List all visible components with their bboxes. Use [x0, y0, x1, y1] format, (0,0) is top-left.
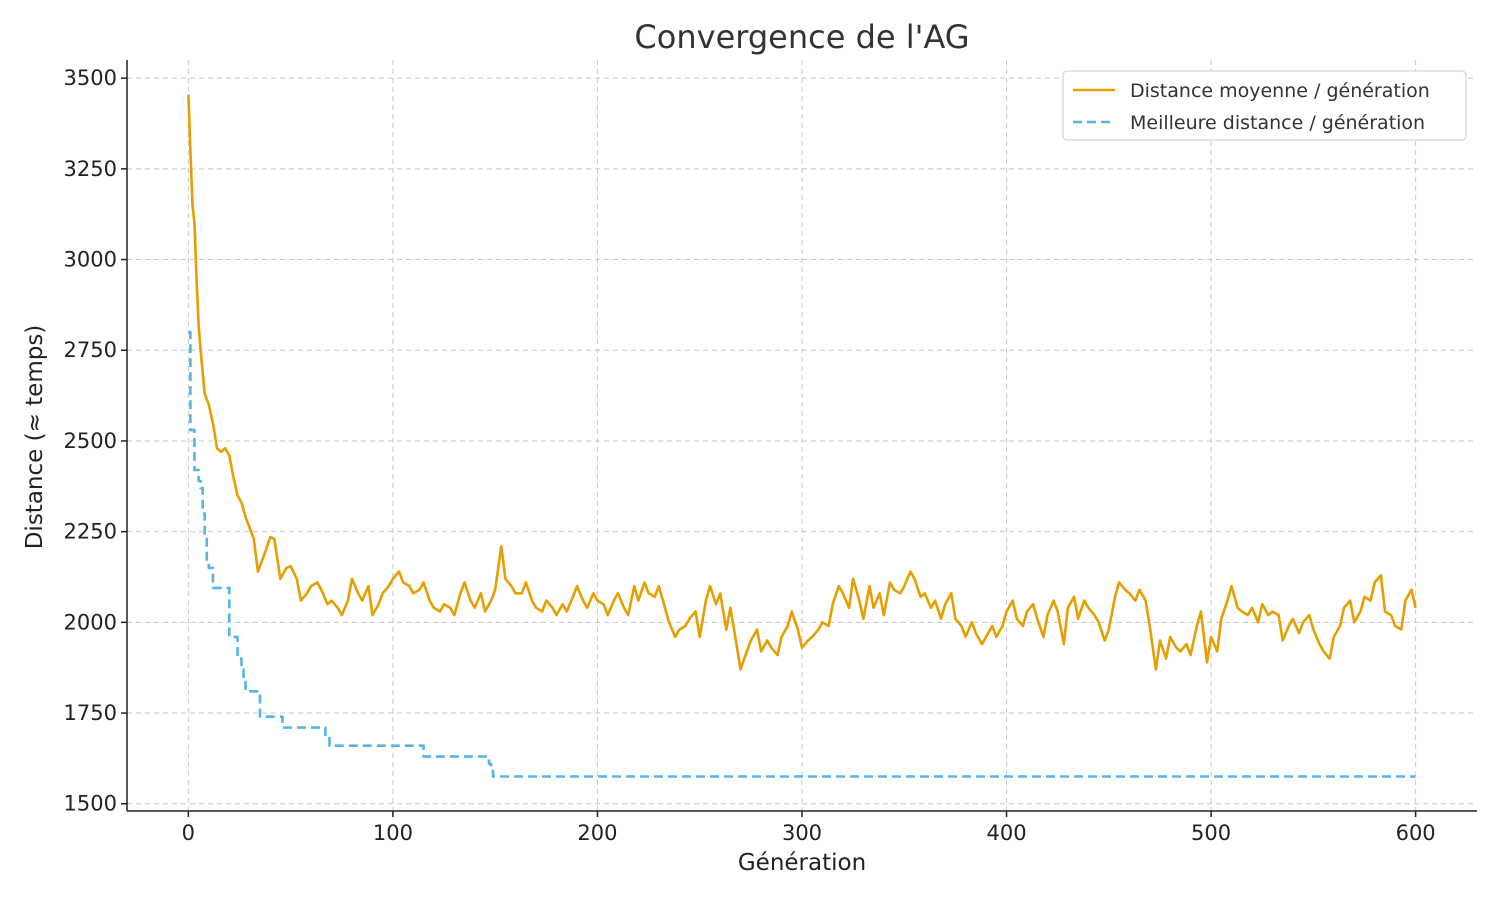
y-tick-label-2: 2000 — [64, 610, 117, 634]
y-tick-label-6: 3000 — [64, 248, 117, 272]
x-tick-label-3: 300 — [782, 821, 822, 845]
x-tick-label-6: 600 — [1396, 821, 1436, 845]
series-layer — [187, 94, 1417, 778]
legend-label-0: Distance moyenne / génération — [1130, 80, 1430, 102]
y-tick-label-8: 3500 — [64, 66, 117, 90]
x-tick-label-5: 500 — [1191, 821, 1231, 845]
y-tick-label-1: 1750 — [64, 701, 117, 725]
ticks: 0 100 200 300 400 500 600 1500 1750 2000 2250 2500 2… — [64, 66, 1436, 845]
y-axis-label: Distance (≈ temps) — [22, 325, 48, 550]
x-tick-label-1: 100 — [373, 821, 413, 845]
legend-label-1: Meilleure distance / génération — [1130, 112, 1425, 134]
y-tick-label-5: 2750 — [64, 338, 117, 362]
x-tick-label-0: 0 — [182, 821, 195, 845]
legend-box — [1062, 70, 1467, 141]
grid — [127, 60, 1477, 811]
y-tick-label-4: 2500 — [64, 429, 117, 453]
x-axis-label: Génération — [738, 850, 866, 876]
y-tick-label-7: 3250 — [64, 157, 117, 181]
x-tick-label-4: 400 — [986, 821, 1026, 845]
chart-title: Convergence de l'AG — [634, 18, 969, 56]
legend: Distance moyenne / génération Meilleure d… — [1062, 70, 1467, 141]
y-tick-label-0: 1500 — [64, 792, 117, 816]
x-tick-label-2: 200 — [577, 821, 617, 845]
y-tick-label-3: 2250 — [64, 520, 117, 544]
series-line-0 — [187, 94, 1417, 671]
